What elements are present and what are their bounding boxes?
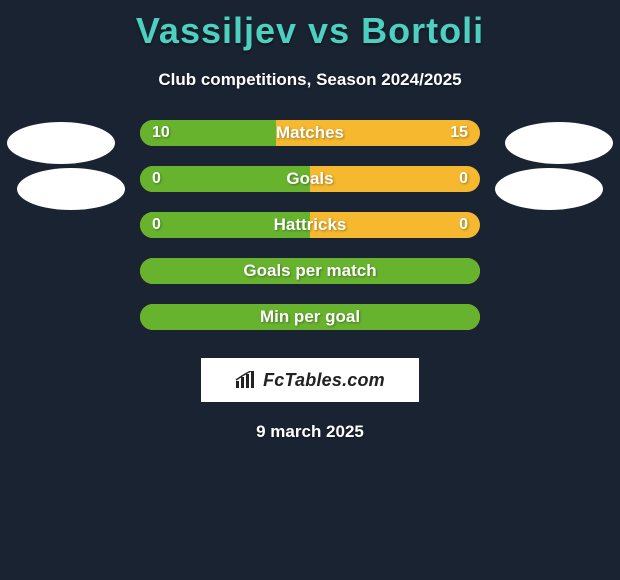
stat-label: Matches <box>140 120 480 146</box>
stat-label: Goals <box>140 166 480 192</box>
stat-bar: 10 Matches 15 <box>140 120 480 146</box>
subtitle: Club competitions, Season 2024/2025 <box>0 70 620 90</box>
stat-bar: 0 Goals 0 <box>140 166 480 192</box>
stat-row-goals-per-match: Goals per match <box>0 258 620 304</box>
stat-bar: Goals per match <box>140 258 480 284</box>
brand-box: FcTables.com <box>201 358 419 402</box>
stat-row-goals: 0 Goals 0 <box>0 166 620 212</box>
stat-label: Hattricks <box>140 212 480 238</box>
stat-value-right: 0 <box>459 212 468 238</box>
club-badge-left <box>17 168 125 210</box>
stat-bar: Min per goal <box>140 304 480 330</box>
date-text: 9 march 2025 <box>0 422 620 442</box>
stat-value-right: 0 <box>459 166 468 192</box>
stat-label: Min per goal <box>140 304 480 330</box>
bar-chart-icon <box>235 371 257 394</box>
stats-rows: 10 Matches 15 0 Goals 0 0 Hattricks 0 <box>0 120 620 350</box>
comparison-card: Vassiljev vs Bortoli Club competitions, … <box>0 0 620 580</box>
stat-row-min-per-goal: Min per goal <box>0 304 620 350</box>
brand-text: FcTables.com <box>263 370 385 391</box>
stat-label: Goals per match <box>140 258 480 284</box>
stat-row-matches: 10 Matches 15 <box>0 120 620 166</box>
club-badge-right <box>505 122 613 164</box>
club-badge-right <box>495 168 603 210</box>
page-title: Vassiljev vs Bortoli <box>0 0 620 52</box>
stat-row-hattricks: 0 Hattricks 0 <box>0 212 620 258</box>
stat-bar: 0 Hattricks 0 <box>140 212 480 238</box>
stat-value-right: 15 <box>450 120 468 146</box>
club-badge-left <box>7 122 115 164</box>
